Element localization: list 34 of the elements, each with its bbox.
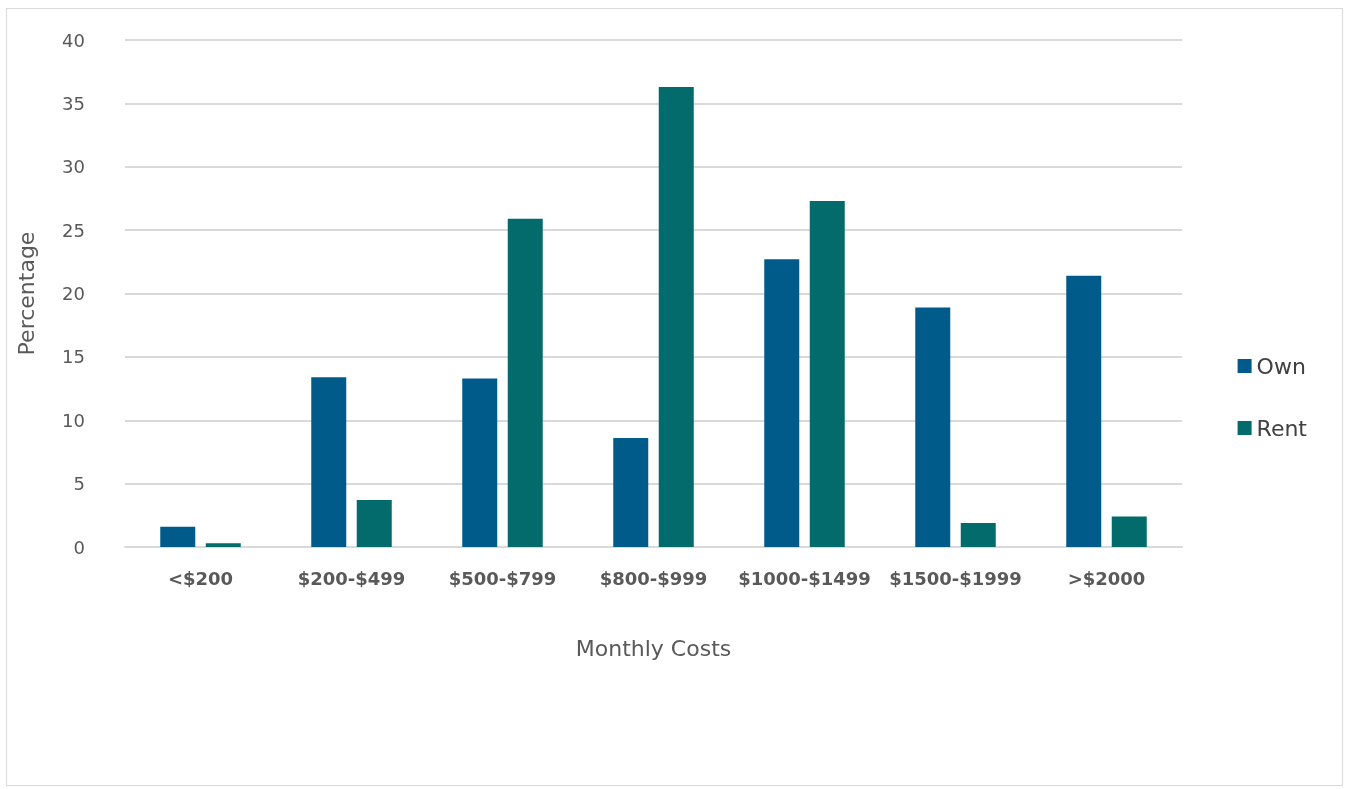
x-axis-title: Monthly Costs [575,635,732,661]
bar [160,526,196,547]
y-tick-label: 40 [62,29,85,51]
x-tick-label: <$200 [167,567,234,589]
bar [311,377,347,547]
y-tick-label: 30 [62,156,85,178]
bar [507,218,543,547]
bar [1111,516,1147,547]
y-axis-title: Percentage [13,231,39,356]
bar [205,543,241,547]
y-tick-label: 20 [62,283,85,304]
legend-label: Rent [1256,415,1308,441]
y-tick-label: 15 [62,346,85,368]
x-tick-label: $800-$999 [599,567,708,589]
x-tick-label: $1500-$1999 [889,567,1022,589]
bar [1066,275,1102,547]
y-tick-label: 0 [73,536,85,558]
bar [462,378,498,547]
y-tick-label: 25 [62,219,85,241]
y-tick-label: 10 [62,409,85,431]
bar [764,259,800,547]
x-tick-label: $200-$499 [297,567,406,589]
y-tick-label: 35 [62,92,85,114]
legend-label: Own [1256,353,1306,379]
x-tick-label: >$2000 [1067,567,1146,589]
bar [658,86,694,547]
bar [613,438,649,547]
x-tick-label: $500-$799 [448,567,557,589]
x-tick-label: $1000-$1499 [738,567,871,589]
bar [809,200,845,547]
bar [915,307,951,547]
bar [356,500,392,547]
y-tick-label: 5 [73,473,85,495]
bar [960,522,996,547]
